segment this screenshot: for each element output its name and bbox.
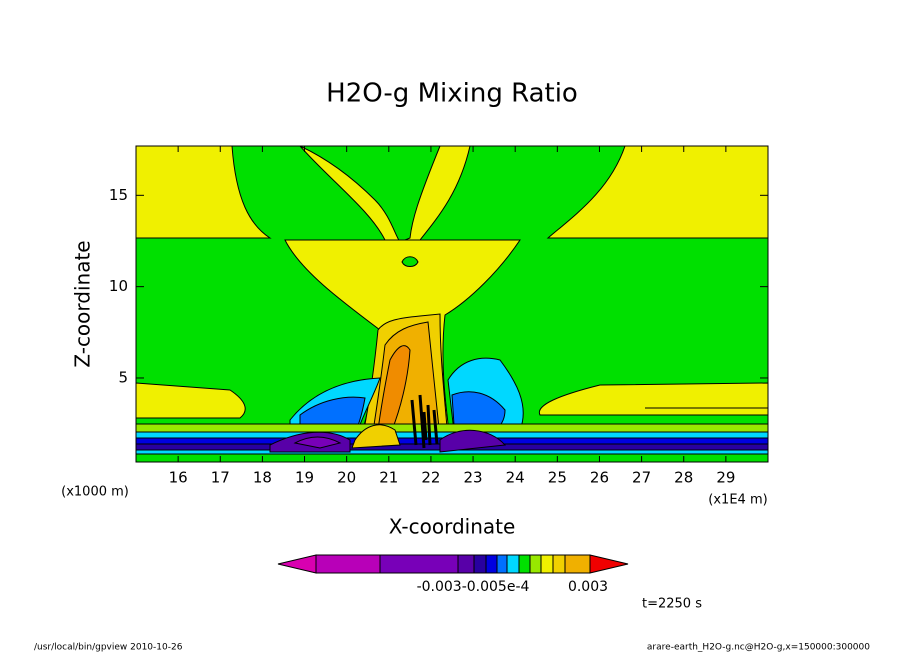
contour-field [136, 146, 768, 462]
x-tick-label: 16 [169, 469, 188, 487]
footer-right: arare-earth_H2O-g.nc@H2O-g,x=150000:3000… [647, 643, 870, 653]
y-tick-label: 10 [109, 277, 128, 295]
colorbar-box [540, 554, 554, 574]
colorbar-box [518, 554, 531, 574]
x-unit-label: (x1000 m) [61, 485, 129, 500]
y-tick-label: 15 [109, 186, 128, 204]
colorbar-box [552, 554, 566, 574]
x-axis-label: X-coordinate [389, 515, 516, 539]
colorbar-triangle [277, 554, 317, 574]
contour-lines [410, 394, 439, 449]
colorbar-box [496, 554, 508, 574]
contour-region [439, 429, 507, 453]
x-tick-label: 29 [716, 469, 735, 487]
x-tick-label: 17 [211, 469, 230, 487]
time-label: t=2250 s [642, 597, 702, 612]
colorbar-triangle [589, 554, 629, 574]
x-tick-label: 23 [464, 469, 483, 487]
x-tick-label: 19 [295, 469, 314, 487]
colorbar-label: 0.003 [568, 579, 608, 595]
colorbar-box [506, 554, 520, 574]
x-unit-label: (x1E4 m) [708, 493, 767, 508]
colorbar-box [379, 554, 459, 574]
colorbar-box [315, 554, 381, 574]
contour-region [377, 345, 411, 431]
colorbar: -0.003-0.005e-4 0.003 [277, 554, 629, 595]
plot-frame [135, 145, 769, 463]
contour-region [136, 382, 246, 419]
colorbar-box [457, 554, 475, 574]
contour-region [299, 146, 471, 243]
x-tick-label: 28 [674, 469, 693, 487]
x-tick-label: 21 [379, 469, 398, 487]
contour-region [136, 453, 768, 462]
contour-region [136, 423, 768, 433]
contour-region [401, 256, 419, 267]
x-tick-label: 18 [253, 469, 272, 487]
contour-region [538, 382, 768, 416]
x-tick-label: 27 [632, 469, 651, 487]
y-tick-label: 5 [118, 368, 128, 386]
colorbar-box [485, 554, 498, 574]
contour-region [136, 146, 272, 239]
colorbar-label: -0.003-0.005e-4 [417, 579, 530, 595]
colorbar-box [564, 554, 591, 574]
colorbar-box [529, 554, 542, 574]
colorbar-box [473, 554, 487, 574]
footer-left: /usr/local/bin/gpview 2010-10-26 [34, 643, 183, 653]
contour-region [293, 436, 342, 449]
chart-title: H2O-g Mixing Ratio [326, 79, 578, 109]
y-axis-label: Z-coordinate [71, 240, 95, 367]
x-tick-label: 26 [590, 469, 609, 487]
contour-region [351, 424, 401, 449]
x-tick-label: 20 [337, 469, 356, 487]
contour-region [546, 146, 768, 239]
x-tick-label: 24 [506, 469, 525, 487]
x-tick-label: 22 [421, 469, 440, 487]
x-tick-label: 25 [548, 469, 567, 487]
